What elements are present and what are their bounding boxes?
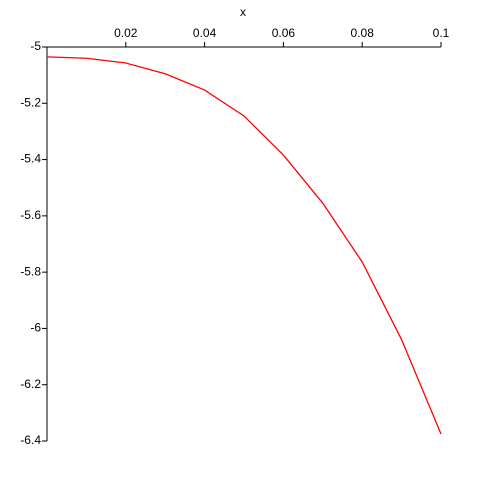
x-tick-label: 0.04 — [193, 26, 217, 40]
y-tick-label: -6 — [30, 321, 41, 335]
y-tick-label: -6.4 — [20, 433, 41, 447]
x-tick-label: 0.08 — [351, 26, 375, 40]
y-tick-label: -6.2 — [20, 377, 41, 391]
y-tick-label: -5 — [30, 39, 41, 53]
y-tick-label: -5.4 — [20, 152, 41, 166]
line-series — [46, 56, 442, 435]
x-tick-label: 0.06 — [272, 26, 296, 40]
y-tick-label: -5.6 — [20, 208, 41, 222]
x-tick-label: 0.1 — [433, 26, 450, 40]
y-tick-label: -5.2 — [20, 95, 41, 109]
y-tick-label: -5.8 — [20, 264, 41, 278]
x-axis-label: x — [240, 5, 246, 19]
x-tick-label: 0.02 — [114, 26, 138, 40]
